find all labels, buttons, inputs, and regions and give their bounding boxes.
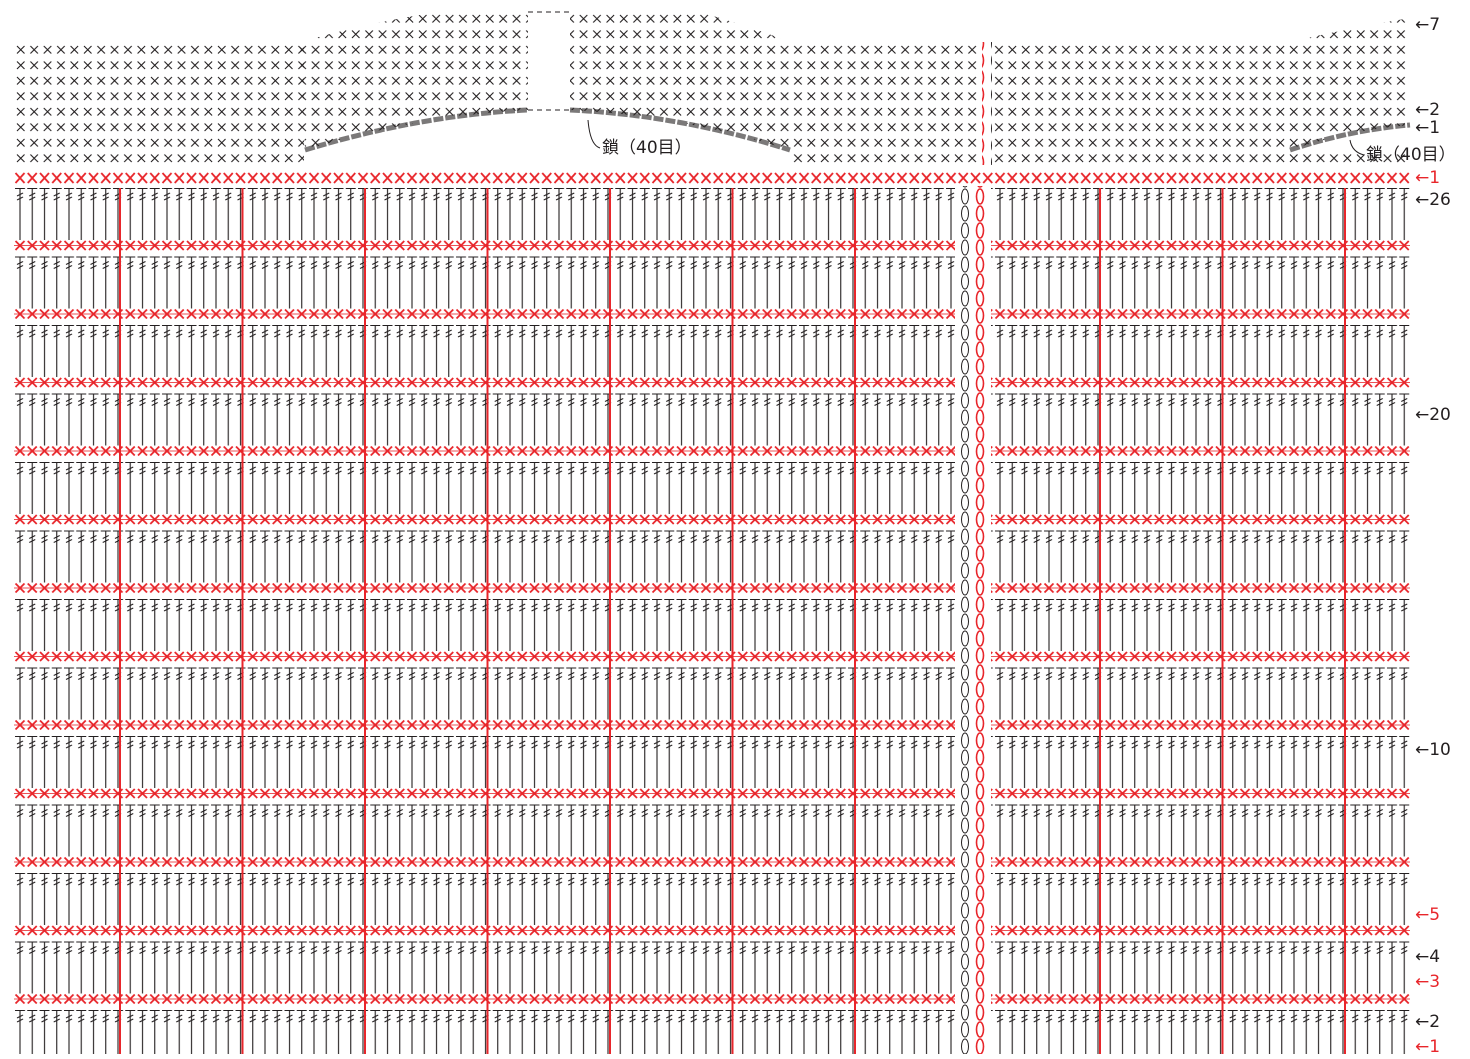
chain-label: 鎖（40目） <box>602 138 692 158</box>
stitch-block <box>1290 18 1410 150</box>
row-label: ←1 <box>1415 168 1440 188</box>
row-label: ←1 <box>1415 118 1440 138</box>
row-label: ←4 <box>1415 947 1440 967</box>
row-label: ←2 <box>1415 1012 1440 1032</box>
row-label: ←2 <box>1415 100 1440 120</box>
stitch-block <box>14 42 304 165</box>
row-label: ←5 <box>1415 905 1440 925</box>
dash <box>528 12 570 110</box>
red-row <box>14 170 1410 186</box>
row-label: ←1 <box>1415 1037 1440 1057</box>
row-label: ←26 <box>1415 190 1451 210</box>
chain-label: 鎖（40目） <box>1366 145 1456 165</box>
stitch-block <box>570 12 790 150</box>
row-label: ←10 <box>1415 740 1451 760</box>
crochet-chart: ←7 ←2 ←1 ←1 ←26 ←20 ←10 ←5 ←4 ←3 ←2 ←1 鎖… <box>0 0 1470 1059</box>
row-label: ←20 <box>1415 405 1451 425</box>
chain-column <box>955 186 985 1054</box>
stitch-block <box>790 42 1290 165</box>
leader <box>588 120 600 148</box>
row-label: ←7 <box>1415 15 1440 35</box>
row-label: ←3 <box>1415 972 1440 992</box>
chain-column <box>982 42 992 165</box>
bottom-section <box>14 170 1410 1054</box>
stitch-block <box>300 12 528 150</box>
stitch-grid <box>14 188 1410 1054</box>
top-section <box>14 12 1410 165</box>
